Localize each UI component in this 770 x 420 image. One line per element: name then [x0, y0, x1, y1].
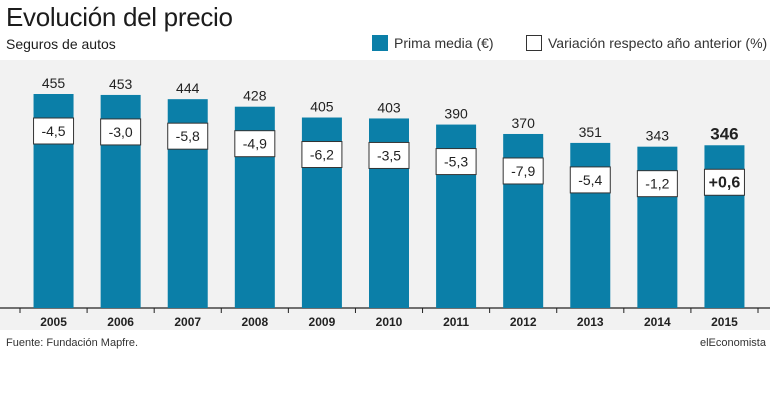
change-label: -3,5 [377, 147, 401, 163]
chart-subtitle: Seguros de autos [6, 36, 116, 52]
x-tick-label: 2015 [711, 315, 738, 329]
x-tick-label: 2008 [241, 315, 268, 329]
legend-item-variacion: Variación respecto año anterior (%) [526, 35, 767, 51]
legend-label-variacion: Variación respecto año anterior (%) [548, 35, 768, 51]
change-box [234, 130, 276, 158]
brand-credit: elEconomista [699, 337, 766, 349]
bar-value-label: 428 [243, 88, 267, 104]
source-note: Fuente: Fundación Mapfre. [6, 337, 139, 349]
chart-panel: 455 -4,5 2005 453 -3,0 2006 444 -5,8 2007 428 -4,9… [0, 60, 770, 330]
change-label: -7,9 [511, 163, 535, 179]
legend-item-prima-media: Prima media (€) [372, 35, 494, 51]
change-box [301, 141, 343, 169]
bar-value-label: 351 [579, 124, 603, 140]
x-tick-label: 2007 [174, 315, 201, 329]
legend-label-prima-media: Prima media (€) [394, 35, 494, 51]
x-tick-label: 2013 [577, 315, 604, 329]
bar-value-label: 343 [646, 128, 670, 144]
change-box [33, 117, 75, 145]
x-tick-label: 2010 [376, 315, 403, 329]
bar-value-label: 405 [310, 99, 334, 115]
change-box [100, 118, 142, 146]
legend-swatch-filled [372, 35, 388, 51]
x-tick-label: 2014 [644, 315, 671, 329]
change-label: +0,6 [709, 174, 741, 191]
change-box [569, 166, 611, 194]
x-tick-label: 2006 [107, 315, 134, 329]
chart-title: Evolución del precio [6, 2, 233, 32]
change-label: -6,2 [310, 147, 334, 163]
change-box [167, 122, 209, 150]
bar-value-label: 455 [42, 75, 66, 91]
x-tick-label: 2005 [40, 315, 67, 329]
x-tick-label: 2012 [510, 315, 537, 329]
bar-value-label: 453 [109, 76, 133, 92]
bar-value-label: 370 [512, 115, 536, 131]
bar-value-label: 403 [377, 99, 401, 115]
change-box [502, 157, 544, 185]
change-label: -1,2 [645, 176, 669, 192]
bar-value-label: 390 [444, 106, 468, 122]
change-box [435, 148, 477, 176]
bar-value-label: 444 [176, 80, 200, 96]
change-label: -5,3 [444, 154, 468, 170]
change-box [368, 141, 410, 169]
change-box [703, 168, 745, 196]
change-label: -5,4 [578, 172, 602, 188]
bar-value-label: 346 [710, 124, 738, 143]
x-tick-label: 2009 [309, 315, 336, 329]
change-label: -3,0 [109, 124, 133, 140]
x-tick-label: 2011 [443, 315, 469, 329]
bar-chart: 455 -4,5 2005 453 -3,0 2006 444 -5,8 2007 428 -4,9… [0, 75, 770, 329]
change-label: -4,5 [41, 123, 65, 139]
change-label: -5,8 [176, 128, 200, 144]
legend-swatch-outlined [526, 35, 542, 51]
change-label: -4,9 [243, 136, 267, 152]
change-box [636, 170, 678, 198]
